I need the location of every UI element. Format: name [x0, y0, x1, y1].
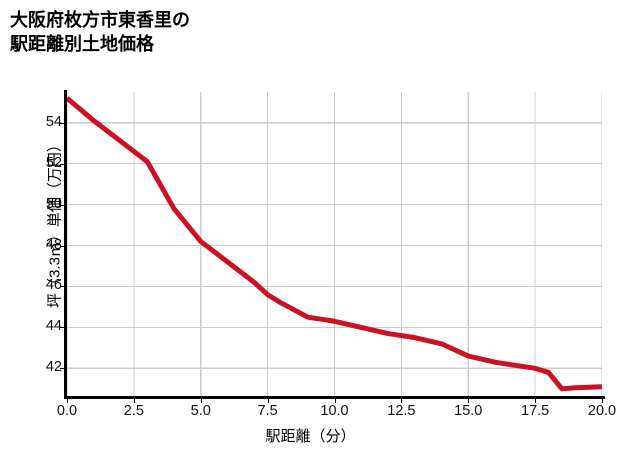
x-tick-mark — [67, 399, 68, 403]
x-tick-mark — [602, 399, 603, 403]
chart-title: 大阪府枚方市東香里の 駅距離別土地価格 — [10, 10, 190, 55]
y-tick-mark — [60, 286, 64, 288]
y-tick-mark — [60, 122, 64, 124]
y-tick-label: 42 — [45, 359, 62, 376]
x-tick-label: 7.5 — [257, 403, 278, 419]
x-tick-label: 0.0 — [56, 403, 78, 419]
x-tick-label: 12.5 — [387, 403, 416, 419]
y-tick-label: 44 — [45, 318, 62, 335]
x-tick-mark — [468, 399, 470, 403]
y-tick-mark — [60, 163, 64, 165]
x-axis-spine — [64, 396, 605, 399]
y-tick-label: 52 — [45, 154, 62, 171]
x-tick-label: 17.5 — [521, 403, 550, 419]
gridlines — [67, 92, 602, 397]
x-tick-mark — [334, 399, 336, 403]
x-tick-label: 2.5 — [123, 403, 144, 419]
y-tick-label: 50 — [45, 195, 62, 212]
y-axis-title: 坪（3.3㎡）単価（万円） — [46, 137, 64, 308]
x-tick-label: 20.0 — [587, 403, 617, 419]
x-tick-mark — [267, 399, 269, 403]
x-tick-label: 10.0 — [320, 403, 349, 419]
y-axis-spine — [64, 90, 67, 399]
y-axis-tick-labels: 42 44 46 48 50 52 54 — [0, 0, 64, 465]
y-tick-label: 46 — [45, 277, 62, 294]
y-tick-label: 54 — [45, 113, 62, 130]
x-tick-label: 5.0 — [190, 403, 211, 419]
data-line — [65, 96, 603, 392]
x-tick-mark — [133, 399, 135, 403]
x-tick-mark — [535, 399, 537, 403]
x-tick-mark — [200, 399, 202, 403]
y-tick-mark — [60, 245, 64, 247]
data-line-series — [65, 96, 603, 392]
x-tick-label: 15.0 — [454, 403, 483, 419]
x-tick-mark — [401, 399, 403, 403]
x-axis-title: 駅距離（分） — [265, 428, 356, 445]
y-tick-mark — [60, 327, 64, 329]
plot-area — [65, 92, 603, 397]
y-tick-mark — [60, 368, 64, 370]
y-tick-mark — [60, 204, 64, 206]
y-tick-label: 48 — [45, 236, 62, 253]
